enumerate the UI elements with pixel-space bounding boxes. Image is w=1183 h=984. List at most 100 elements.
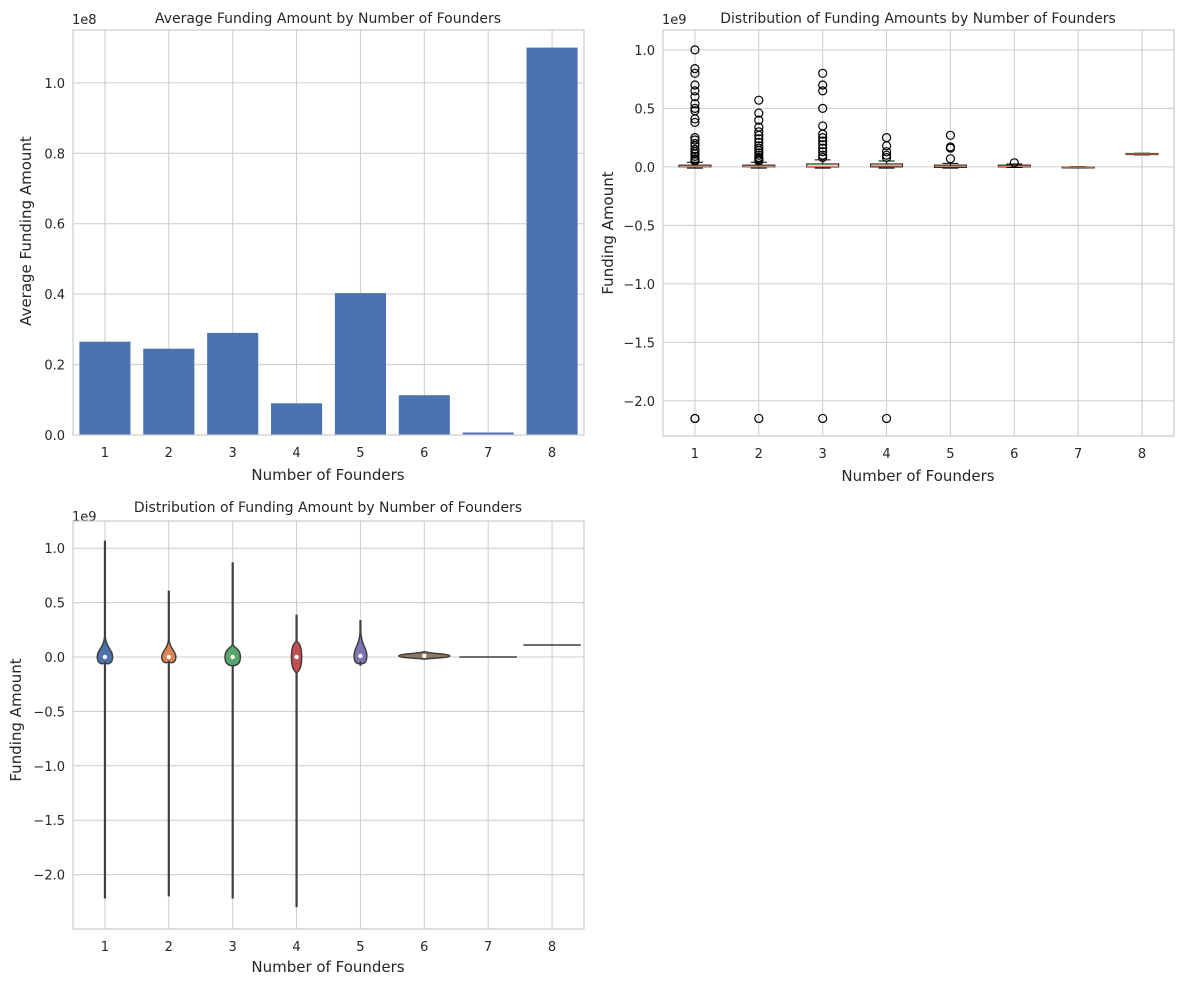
- box-plot-x-tick-label: 3: [819, 447, 827, 462]
- box-outlier: [754, 108, 764, 118]
- bar-chart-x-tick-label: 5: [356, 446, 364, 461]
- bar: [462, 432, 514, 435]
- box-outlier: [754, 143, 764, 153]
- box-outlier: [881, 141, 892, 151]
- violin-median-dot: [294, 654, 299, 660]
- box-plot-offset-label: 1e9: [662, 13, 687, 28]
- box-plot-x-tick-label: 1: [691, 447, 699, 462]
- box-outlier: [690, 114, 700, 124]
- box-outlier: [818, 147, 828, 157]
- bar-chart-title: Average Funding Amount by Number of Foun…: [155, 11, 501, 27]
- box-outlier: [754, 130, 764, 140]
- box-outlier: [690, 99, 700, 109]
- box-outlier: [818, 80, 828, 90]
- box-outlier: [818, 150, 828, 160]
- bar-chart-ylabel: Average Funding Amount: [17, 136, 35, 326]
- bar-chart-offset-label: 1e8: [72, 13, 97, 28]
- box-outlier: [818, 140, 828, 150]
- box-outlier: [881, 147, 892, 157]
- violin-median-dot: [358, 653, 363, 659]
- box-plot-x-tick-label: 8: [1138, 447, 1146, 462]
- bar-chart-y-tick-label: 1.0: [44, 77, 65, 92]
- box-plot-x-tick-label: 2: [755, 447, 763, 462]
- violin-plot-ylabel: Funding Amount: [7, 658, 25, 781]
- violin-body: [161, 638, 177, 664]
- violin-plot-title: Distribution of Funding Amount by Number…: [134, 500, 522, 516]
- box-outlier: [1009, 158, 1019, 168]
- box-outlier: [945, 130, 956, 140]
- violin-body: [96, 635, 114, 665]
- bar-chart-x-tick-label: 7: [484, 446, 492, 461]
- bar: [271, 403, 323, 435]
- box-outlier: [690, 68, 700, 78]
- violin-plot-panel: Distribution of Funding Amount by Number…: [7, 500, 585, 976]
- bar: [334, 293, 386, 435]
- box-outlier: [690, 144, 700, 154]
- violin-median-dot: [230, 654, 235, 660]
- box-plot-y-tick-label: 0.5: [634, 102, 655, 117]
- violin-plot-frame: [72, 520, 585, 930]
- box-outlier: [818, 86, 828, 96]
- box-outlier: [690, 413, 700, 424]
- bar-chart-y-tick-label: 0.8: [44, 147, 65, 162]
- bar-chart-x-tick-label: 1: [101, 446, 109, 461]
- violin-median-dot: [102, 654, 108, 660]
- bar-chart-panel: Average Funding Amount by Number of Foun…: [17, 11, 585, 484]
- box-plot-y-tick-label: −1.5: [623, 336, 655, 351]
- box-outlier: [818, 152, 828, 163]
- box-outlier: [754, 134, 764, 144]
- bar: [526, 47, 578, 435]
- box-outlier: [690, 149, 700, 159]
- box-outlier: [945, 154, 956, 164]
- box-outlier: [881, 152, 892, 163]
- box-plot-panel: Distribution of Funding Amounts by Numbe…: [599, 11, 1175, 485]
- box-outlier: [690, 135, 700, 145]
- box-outlier: [754, 127, 764, 137]
- bar: [398, 395, 450, 435]
- violin-plot-xlabel: Number of Founders: [251, 958, 404, 976]
- box-outlier: [754, 413, 764, 424]
- violin-plot-x-tick-label: 4: [292, 940, 300, 955]
- box-plot-x-tick-label: 6: [1010, 447, 1018, 462]
- box-plot-y-tick-label: −2.0: [623, 395, 655, 410]
- violin-median-dot: [422, 653, 427, 659]
- box-plot-x-tick-label: 4: [882, 447, 890, 462]
- bar-chart-x-tick-label: 4: [292, 446, 300, 461]
- box-outlier: [754, 115, 764, 125]
- bar-chart-x-tick-label: 2: [165, 446, 173, 461]
- bar-chart-y-tick-label: 0.6: [44, 218, 65, 233]
- box-outlier: [690, 151, 700, 161]
- box-outlier: [881, 413, 892, 424]
- box-outlier: [818, 133, 828, 143]
- box-outlier: [754, 95, 764, 105]
- violin-plot-x-tick-label: 7: [484, 940, 492, 955]
- violin-median-dot: [166, 654, 172, 660]
- bar-chart-y-tick-label: 0.0: [44, 429, 65, 444]
- violin-plot-x-tick-label: 6: [420, 940, 428, 955]
- box-plot-y-tick-label: −1.0: [623, 278, 655, 293]
- bar: [143, 348, 195, 435]
- violin-plot-y-tick-label: −2.0: [33, 869, 65, 884]
- bar-chart-x-tick-label: 6: [420, 446, 428, 461]
- box-outlier: [754, 156, 764, 166]
- violin-plot-y-tick-label: 0.0: [44, 651, 65, 666]
- box-outlier: [690, 92, 700, 102]
- box-outlier: [818, 68, 828, 78]
- violin-plot-x-tick-label: 3: [229, 940, 237, 955]
- box-outlier: [754, 141, 764, 151]
- bar-chart-xlabel: Number of Founders: [251, 466, 404, 484]
- box-outlier: [690, 156, 700, 166]
- box-plot-y-tick-label: 1.0: [634, 44, 655, 59]
- violin-plot-y-tick-label: −1.5: [33, 814, 65, 829]
- box-plot-x-tick-label: 5: [946, 447, 954, 462]
- violin-body: [353, 629, 368, 665]
- bar-chart-frame: [72, 29, 585, 436]
- violin-plot-offset-label: 1e9: [72, 510, 97, 525]
- box-outlier: [690, 103, 700, 113]
- box-outlier: [690, 117, 700, 128]
- box-plot-frame: [662, 29, 1175, 437]
- bar-chart-x-tick-label: 3: [229, 446, 237, 461]
- box-outlier: [818, 143, 828, 153]
- bar-chart-x-tick-label: 8: [548, 446, 556, 461]
